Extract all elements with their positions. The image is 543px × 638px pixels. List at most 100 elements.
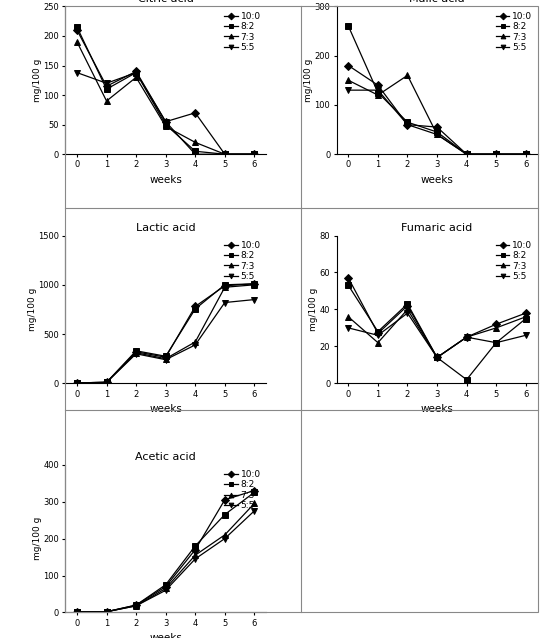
7:3 <box>192 338 199 346</box>
5:5 <box>133 69 140 77</box>
8:2 <box>162 581 169 589</box>
8:2 <box>133 69 140 77</box>
7:3 <box>251 151 257 158</box>
5:5 <box>162 586 169 594</box>
5:5 <box>404 121 411 128</box>
8:2 <box>103 378 110 386</box>
10:0 <box>192 546 199 554</box>
10:0 <box>103 82 110 90</box>
10:0 <box>74 608 80 616</box>
Line: 5:5: 5:5 <box>345 310 528 360</box>
5:5 <box>74 69 80 77</box>
10:0 <box>463 151 470 158</box>
10:0 <box>192 302 199 310</box>
8:2 <box>251 489 257 496</box>
8:2 <box>434 353 440 361</box>
8:2 <box>463 376 470 383</box>
Y-axis label: mg/100 g: mg/100 g <box>304 59 313 102</box>
8:2 <box>222 151 228 158</box>
Line: 5:5: 5:5 <box>74 297 257 385</box>
10:0 <box>74 379 80 387</box>
5:5 <box>103 79 110 87</box>
7:3 <box>133 602 140 610</box>
Line: 8:2: 8:2 <box>74 281 257 385</box>
Y-axis label: mg/100 g: mg/100 g <box>310 288 318 331</box>
5:5 <box>74 608 80 616</box>
10:0 <box>404 121 411 128</box>
5:5 <box>522 151 529 158</box>
5:5 <box>404 309 411 317</box>
10:0 <box>162 118 169 126</box>
5:5 <box>375 332 381 339</box>
5:5 <box>345 86 352 94</box>
Line: 7:3: 7:3 <box>74 39 257 157</box>
7:3 <box>522 313 529 321</box>
5:5 <box>251 296 257 304</box>
10:0 <box>404 302 411 309</box>
5:5 <box>251 507 257 515</box>
8:2 <box>103 608 110 616</box>
5:5 <box>493 339 500 346</box>
7:3 <box>74 38 80 46</box>
5:5 <box>74 379 80 387</box>
Title: Acetic acid: Acetic acid <box>135 452 196 463</box>
8:2 <box>133 601 140 609</box>
5:5 <box>192 555 199 563</box>
8:2 <box>192 305 199 313</box>
7:3 <box>74 379 80 387</box>
8:2 <box>133 347 140 355</box>
7:3 <box>522 151 529 158</box>
Y-axis label: mg/100 g: mg/100 g <box>28 288 36 331</box>
8:2 <box>493 151 500 158</box>
5:5 <box>434 131 440 138</box>
7:3 <box>251 500 257 507</box>
7:3 <box>404 306 411 313</box>
X-axis label: weeks: weeks <box>421 404 453 414</box>
7:3 <box>493 324 500 332</box>
7:3 <box>463 151 470 158</box>
5:5 <box>103 608 110 616</box>
7:3 <box>103 378 110 386</box>
Y-axis label: mg/100 g: mg/100 g <box>33 517 42 560</box>
Line: 5:5: 5:5 <box>345 87 528 157</box>
Legend: 10:0, 8:2, 7:3, 5:5: 10:0, 8:2, 7:3, 5:5 <box>495 11 533 53</box>
10:0 <box>222 496 228 503</box>
8:2 <box>375 328 381 336</box>
10:0 <box>162 353 169 361</box>
5:5 <box>103 378 110 386</box>
10:0 <box>133 601 140 609</box>
5:5 <box>222 299 228 306</box>
5:5 <box>192 151 199 158</box>
5:5 <box>162 356 169 364</box>
Legend: 10:0, 8:2, 7:3, 5:5: 10:0, 8:2, 7:3, 5:5 <box>495 240 533 282</box>
Line: 10:0: 10:0 <box>74 487 257 614</box>
7:3 <box>251 281 257 288</box>
Title: Fumaric acid: Fumaric acid <box>401 223 473 234</box>
10:0 <box>222 151 228 158</box>
5:5 <box>463 151 470 158</box>
Line: 10:0: 10:0 <box>74 27 257 157</box>
Line: 10:0: 10:0 <box>345 275 528 360</box>
8:2 <box>74 23 80 31</box>
8:2 <box>192 542 199 550</box>
Line: 10:0: 10:0 <box>345 63 528 157</box>
10:0 <box>162 582 169 590</box>
5:5 <box>434 353 440 361</box>
8:2 <box>375 89 381 96</box>
8:2 <box>493 339 500 346</box>
8:2 <box>74 608 80 616</box>
7:3 <box>222 531 228 538</box>
Legend: 10:0, 8:2, 7:3, 5:5: 10:0, 8:2, 7:3, 5:5 <box>224 11 262 53</box>
8:2 <box>222 510 228 518</box>
5:5 <box>192 341 199 349</box>
10:0 <box>133 348 140 355</box>
7:3 <box>103 608 110 616</box>
10:0 <box>345 62 352 70</box>
10:0 <box>251 151 257 158</box>
10:0 <box>493 151 500 158</box>
8:2 <box>522 151 529 158</box>
5:5 <box>133 602 140 610</box>
Line: 5:5: 5:5 <box>74 70 257 157</box>
Line: 10:0: 10:0 <box>74 281 257 385</box>
7:3 <box>345 77 352 84</box>
